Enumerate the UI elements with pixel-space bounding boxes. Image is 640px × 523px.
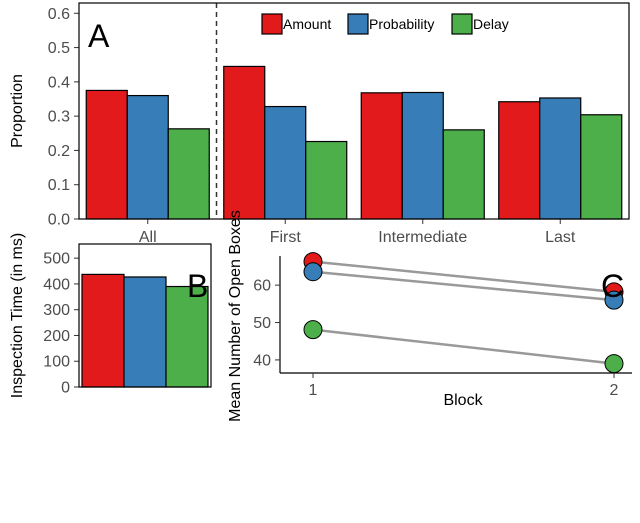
x-tick-label: All: [139, 229, 157, 246]
y-tick-label: 0.2: [48, 143, 70, 160]
y-axis-title: Inspection Time (in ms): [9, 233, 26, 398]
bar-amount: [81, 273, 125, 388]
y-axis-title: Mean Number of Open Boxes: [227, 210, 244, 422]
panel-label-b: B: [187, 268, 208, 304]
x-tick-label: First: [270, 229, 302, 246]
bar-probability-last: [539, 97, 582, 220]
y-tick-label: 0.5: [48, 40, 70, 57]
y-tick-label: 500: [43, 251, 70, 268]
panel-label-a: A: [88, 18, 110, 54]
bar-probability-all: [126, 94, 169, 220]
x-tick-label: Intermediate: [378, 229, 467, 246]
y-tick-label: 40: [253, 352, 271, 369]
bar-delay-last: [580, 114, 623, 220]
y-tick-label: 0.3: [48, 109, 70, 126]
legend-label-delay: Delay: [473, 16, 509, 32]
y-tick-label: 0: [61, 380, 70, 397]
panel-b: 0 100 200 300 400 500 Inspection Time (in ms) B: [9, 233, 212, 398]
x-axis-title: Block: [443, 392, 483, 409]
legend-label-amount: Amount: [283, 16, 331, 32]
panel-c: 40 50 60 1 2 Mean Number of Open Boxes Block C: [227, 210, 632, 422]
panel-frame: [78, 2, 630, 220]
point-delay-block-2: [604, 354, 624, 374]
legend-swatch-delay: [451, 13, 473, 35]
x-tick-label: Last: [545, 229, 576, 246]
point-delay-block-1: [303, 320, 323, 340]
legend-swatch-amount: [261, 13, 283, 35]
bar-amount-last: [498, 101, 541, 220]
point-probability-block-2: [604, 290, 624, 310]
bar-delay: [165, 285, 209, 388]
panel-frame: [78, 243, 212, 388]
bar-delay-first: [305, 140, 348, 220]
bar-delay-intermediate: [442, 129, 485, 220]
y-tick-label: 0.6: [48, 6, 70, 23]
line-amount: [312, 260, 615, 294]
y-tick-label: 60: [253, 278, 271, 295]
point-probability-block-1: [303, 262, 323, 282]
bar-probability: [123, 276, 167, 388]
y-tick-label: 400: [43, 276, 70, 293]
bar-probability-intermediate: [401, 91, 444, 220]
y-tick-label: 50: [253, 315, 271, 332]
line-probability: [312, 270, 615, 302]
legend-label-probability: Probability: [369, 16, 434, 32]
panel-label-c: C: [601, 268, 624, 304]
y-tick-label: 300: [43, 302, 70, 319]
bar-amount-first: [223, 65, 266, 220]
y-tick-label: 0.0: [48, 212, 70, 229]
bar-amount-all: [85, 89, 128, 220]
line-delay: [312, 328, 615, 365]
y-tick-label: 100: [43, 354, 70, 371]
bar-probability-first: [264, 105, 307, 220]
panel-a: 0.0 0.1 0.2 0.3 0.4 0.5 0.6 Proportion All First I…: [9, 2, 630, 246]
bar-delay-all: [167, 128, 210, 220]
x-tick-label: 1: [309, 382, 318, 399]
bar-amount-intermediate: [360, 92, 403, 220]
y-tick-label: 0.1: [48, 177, 70, 194]
y-tick-label: 0.4: [48, 74, 70, 91]
legend-swatch-probability: [347, 13, 369, 35]
x-tick-label: 2: [610, 382, 619, 399]
y-tick-label: 200: [43, 328, 70, 345]
y-axis-title: Proportion: [9, 74, 26, 148]
